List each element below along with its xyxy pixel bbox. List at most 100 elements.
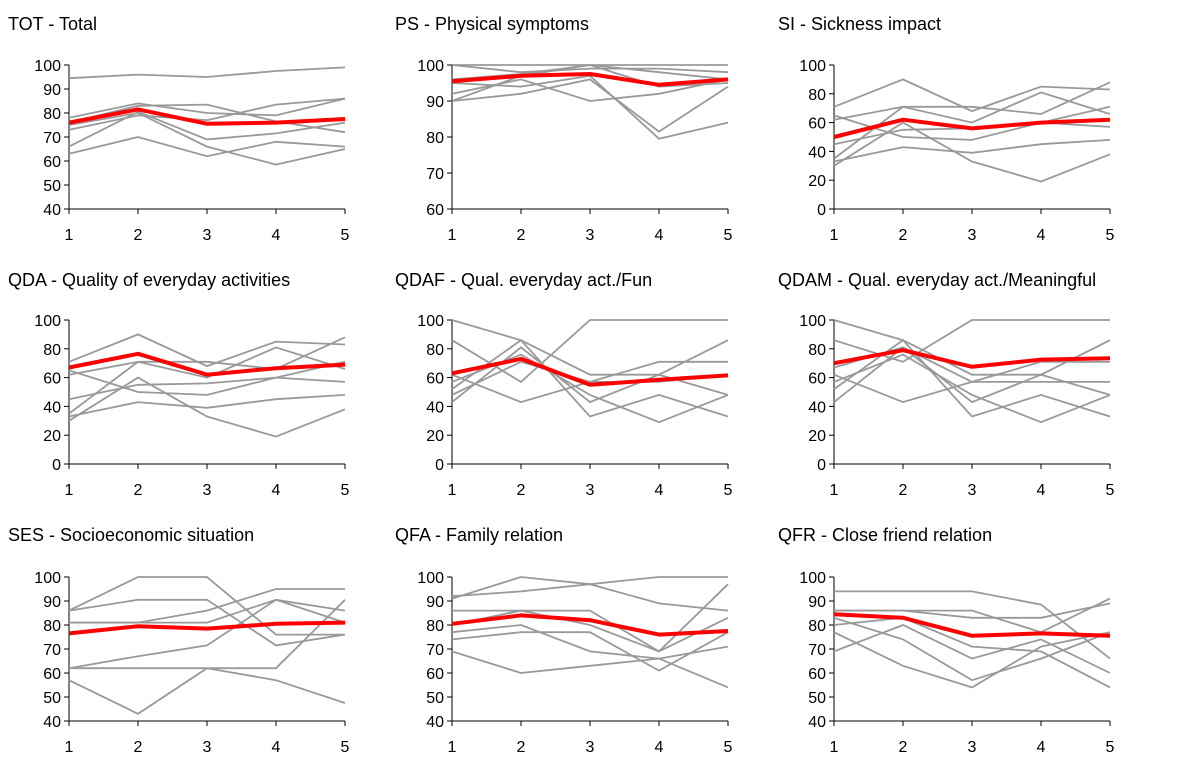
y-tick-label: 100 <box>34 58 61 75</box>
y-tick-label: 80 <box>808 87 826 104</box>
mean-line <box>451 72 729 87</box>
chart-panel-4: QDA - Quality of everyday activities 0 20 4… <box>8 270 350 499</box>
y-tick-label: 50 <box>43 690 61 707</box>
x-tick-label: 5 <box>724 227 733 244</box>
x-tick-label: 4 <box>655 739 664 756</box>
x-tick-label: 2 <box>899 227 908 244</box>
individual-line-5 <box>451 339 729 418</box>
individual-line-6 <box>451 64 729 74</box>
individual-line-4 <box>68 394 346 418</box>
x-tick-label: 1 <box>65 482 74 499</box>
mean-line <box>451 613 729 637</box>
y-tick-label: 80 <box>426 342 444 359</box>
individual-line-1 <box>68 66 346 80</box>
x-tick-label: 1 <box>448 739 457 756</box>
y-tick-label: 60 <box>43 666 61 683</box>
y-tick-label: 40 <box>43 714 61 731</box>
individual-line-4 <box>833 631 1111 689</box>
x-tick-label: 1 <box>65 739 74 756</box>
individual-line-7 <box>451 64 729 102</box>
y-tick-label: 20 <box>426 428 444 445</box>
y-tick-label: 20 <box>808 428 826 445</box>
y-tick-label: 80 <box>43 618 61 635</box>
chart-panel-7: SES - Socioeconomic situation 40 50 60 70 80 9… <box>8 525 350 756</box>
y-tick-label: 40 <box>808 399 826 416</box>
x-tick-label: 2 <box>899 482 908 499</box>
x-tick-label: 5 <box>724 482 733 499</box>
individual-line-6 <box>833 616 1111 689</box>
y-tick-label: 90 <box>426 94 444 111</box>
x-tick-label: 5 <box>341 227 350 244</box>
x-tick-label: 4 <box>655 227 664 244</box>
chart-title: TOT - Total <box>8 14 97 34</box>
chart-panel-8: QFA - Family relation 40 50 60 70 80 90 100 1 2 3 4… <box>395 525 733 756</box>
individual-line-1 <box>834 590 1111 660</box>
y-tick-label: 60 <box>426 371 444 388</box>
chart-panel-3: SI - Sickness impact 0 20 40 60 80 100 1 2 3 4 5 <box>778 14 1115 244</box>
individual-line-5 <box>68 110 346 148</box>
y-tick-label: 0 <box>52 457 61 474</box>
individual-line-4 <box>68 598 346 670</box>
individual-line-6 <box>68 360 346 401</box>
y-tick-label: 90 <box>43 82 61 99</box>
individual-line-6 <box>833 353 1111 424</box>
chart-title: SES - Socioeconomic situation <box>8 525 254 545</box>
individual-line-4 <box>451 624 729 689</box>
y-tick-label: 100 <box>417 58 444 75</box>
individual-line-6 <box>68 136 346 158</box>
chart-panel-6: QDAM - Qual. everyday act./Meaningful 0 20… <box>778 270 1115 499</box>
x-tick-label: 5 <box>341 739 350 756</box>
x-tick-label: 2 <box>517 739 526 756</box>
y-tick-label: 60 <box>808 371 826 388</box>
x-tick-label: 5 <box>1106 739 1115 756</box>
y-tick-label: 20 <box>43 428 61 445</box>
y-tick-label: 70 <box>43 130 61 147</box>
y-tick-label: 40 <box>426 399 444 416</box>
individual-line-1 <box>68 333 346 368</box>
mean-line <box>451 356 729 387</box>
x-tick-label: 2 <box>134 227 143 244</box>
y-tick-label: 100 <box>417 313 444 330</box>
x-tick-label: 3 <box>203 739 212 756</box>
individual-line-3 <box>68 346 346 415</box>
y-tick-label: 100 <box>799 58 826 75</box>
x-tick-label: 3 <box>203 227 212 244</box>
x-tick-label: 2 <box>134 482 143 499</box>
individual-line-7 <box>833 114 1111 141</box>
y-tick-label: 0 <box>817 457 826 474</box>
y-tick-label: 20 <box>808 173 826 190</box>
individual-line-5 <box>833 624 1111 674</box>
individual-line-7 <box>834 602 1111 619</box>
individual-line-2 <box>833 81 1111 121</box>
individual-line-2 <box>451 583 729 612</box>
y-tick-label: 60 <box>43 154 61 171</box>
x-tick-label: 3 <box>203 482 212 499</box>
y-tick-label: 100 <box>799 570 826 587</box>
x-tick-label: 5 <box>341 482 350 499</box>
mean-line <box>833 348 1111 369</box>
mean-line <box>68 620 346 636</box>
y-tick-label: 40 <box>426 714 444 731</box>
x-tick-label: 1 <box>448 482 457 499</box>
x-tick-label: 3 <box>586 739 595 756</box>
y-tick-label: 80 <box>808 342 826 359</box>
y-tick-label: 50 <box>426 690 444 707</box>
x-tick-label: 5 <box>1106 227 1115 244</box>
chart-panel-1: TOT - Total 40 50 60 70 80 90 100 1 2 3 4 5 <box>8 14 350 244</box>
y-tick-label: 80 <box>43 106 61 123</box>
x-tick-label: 3 <box>968 482 977 499</box>
individual-line-3 <box>452 609 729 653</box>
y-tick-label: 80 <box>43 342 61 359</box>
y-tick-label: 0 <box>817 202 826 219</box>
individual-line-5 <box>833 339 1111 418</box>
x-tick-label: 4 <box>272 482 281 499</box>
y-tick-label: 80 <box>808 618 826 635</box>
chart-title: QFR - Close friend relation <box>778 525 992 545</box>
x-tick-label: 5 <box>724 739 733 756</box>
y-tick-label: 60 <box>43 371 61 388</box>
individual-line-7 <box>451 583 729 653</box>
y-tick-label: 40 <box>43 202 61 219</box>
x-tick-label: 1 <box>830 482 839 499</box>
x-tick-label: 1 <box>448 227 457 244</box>
